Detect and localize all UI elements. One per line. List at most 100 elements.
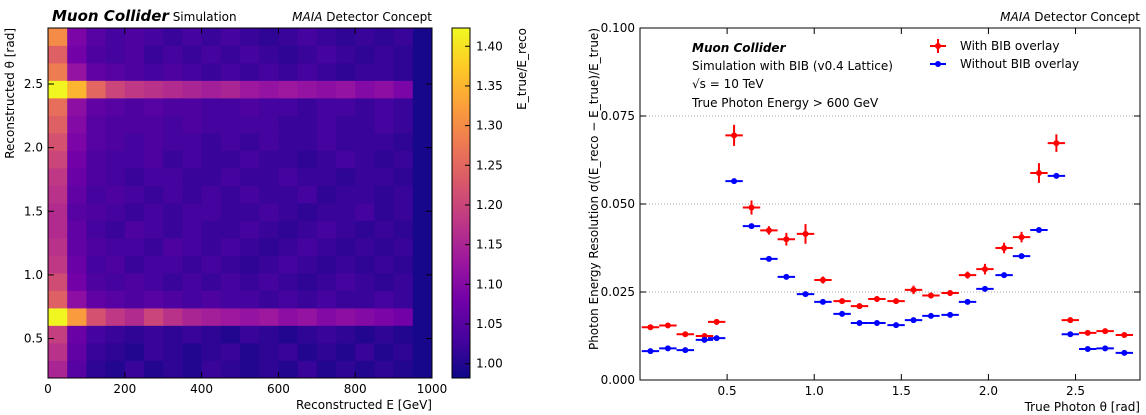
plot-frame — [639, 27, 1141, 381]
data-point — [1121, 331, 1128, 338]
heatmap-cell — [105, 325, 126, 344]
concept-label: MAIA Detector Concept — [1000, 10, 1140, 24]
heatmap-cell — [144, 220, 164, 239]
heatmap-cell — [86, 98, 106, 116]
heatmap-cell — [297, 343, 318, 361]
heatmap-cell — [374, 360, 394, 379]
y-tick-label: 0.5 — [24, 332, 43, 346]
heatmap-cell — [240, 273, 260, 291]
heatmap-cell — [297, 133, 318, 151]
data-point — [964, 272, 971, 279]
heatmap-cell — [220, 28, 241, 46]
heatmap-cell — [144, 203, 164, 221]
heatmap-cell — [201, 185, 222, 204]
heatmap-cell — [201, 360, 222, 379]
heatmap-cell — [355, 45, 375, 64]
heatmap-cell — [220, 290, 241, 309]
heatmap-cell — [124, 80, 145, 99]
heatmap-cell — [124, 308, 145, 326]
heatmap-cell — [86, 45, 106, 64]
x-tick-label: 0.5 — [718, 384, 737, 398]
heatmap-cell — [240, 98, 260, 116]
x-tick-label: 1.0 — [805, 384, 824, 398]
heatmap-cell — [144, 325, 164, 344]
colorbar-tick-label: 1.10 — [476, 277, 503, 291]
y-tick-label: 1.0 — [24, 268, 43, 282]
heatmap-cell — [259, 98, 279, 116]
heatmap-cell — [86, 290, 106, 309]
heatmap-cell — [163, 45, 183, 64]
heatmap-cell — [144, 115, 164, 134]
heatmap-cell — [393, 238, 414, 256]
colorbar-label: E_true/E_reco — [515, 28, 529, 110]
heatmap-cell — [336, 325, 356, 344]
heatmap-cell — [355, 238, 375, 256]
heatmap-cell — [374, 150, 394, 169]
heatmap-cell — [48, 220, 68, 239]
data-point — [964, 298, 971, 305]
heatmap-cell — [124, 343, 145, 361]
heatmap-cell — [374, 45, 394, 64]
data-point — [682, 331, 689, 338]
heatmap-cell — [355, 185, 375, 204]
heatmap-cell — [259, 28, 279, 46]
heatmap-cell — [220, 185, 241, 204]
heatmap-cell — [355, 28, 375, 46]
heatmap-cell — [182, 325, 202, 344]
heatmap-cell — [86, 308, 106, 326]
data-point — [1053, 172, 1060, 179]
plot-frame — [47, 27, 433, 379]
heatmap-cell — [316, 168, 337, 186]
heatmap-cell — [240, 325, 260, 344]
colorbar-tick-label: 1.25 — [476, 158, 503, 172]
heatmap-cell — [220, 80, 241, 99]
heatmap-cell — [316, 255, 337, 274]
heatmap-cell — [240, 115, 260, 134]
heatmap-cell — [105, 185, 126, 204]
heatmap-cell — [336, 238, 356, 256]
data-point — [1035, 170, 1042, 177]
heatmap-cell — [374, 168, 394, 186]
heatmap-cell — [316, 133, 337, 151]
heatmap-cell — [48, 290, 68, 309]
colorbar-tick-label: 1.05 — [476, 317, 503, 331]
heatmap-cell — [86, 185, 106, 204]
heatmap-cell — [393, 80, 414, 99]
heatmap-cell — [316, 273, 337, 291]
data-point — [873, 319, 880, 326]
data-point — [647, 348, 654, 355]
heatmap-cell — [86, 168, 106, 186]
heatmap-cell — [355, 325, 375, 344]
heatmap-cell — [259, 168, 279, 186]
heatmap-cell — [67, 45, 87, 64]
legend-label: Without BIB overlay — [960, 57, 1079, 71]
heatmap-cell — [124, 203, 145, 221]
y-tick-label: 2.5 — [24, 77, 43, 91]
heatmap-cell — [259, 273, 279, 291]
y-axis-label: Reconstructed θ [rad] — [3, 28, 17, 159]
heatmap-cell — [48, 203, 68, 221]
heatmap-cell — [240, 255, 260, 274]
heatmap-cell — [355, 203, 375, 221]
heatmap-cell — [182, 273, 202, 291]
heatmap-cell — [336, 150, 356, 169]
heatmap-cell — [48, 343, 68, 361]
heatmap-cell — [393, 325, 414, 344]
heatmap-cell — [374, 80, 394, 99]
heatmap-cell — [144, 80, 164, 99]
heatmap-cell — [201, 150, 222, 169]
heatmap-cell — [278, 63, 298, 81]
heatmap-cell — [355, 360, 375, 379]
heatmap-cell — [163, 63, 183, 81]
heatmap-cell — [297, 238, 318, 256]
concept-italic: MAIA — [1000, 10, 1030, 24]
heatmap-cell — [259, 45, 279, 64]
heatmap-cell — [297, 80, 318, 99]
heatmap-cell — [393, 308, 414, 326]
heatmap-cell — [124, 98, 145, 116]
heatmap-cell — [124, 168, 145, 186]
heatmap-cell — [182, 290, 202, 309]
heatmap-cell — [220, 45, 241, 64]
title-bold: Muon Collider — [52, 7, 170, 25]
